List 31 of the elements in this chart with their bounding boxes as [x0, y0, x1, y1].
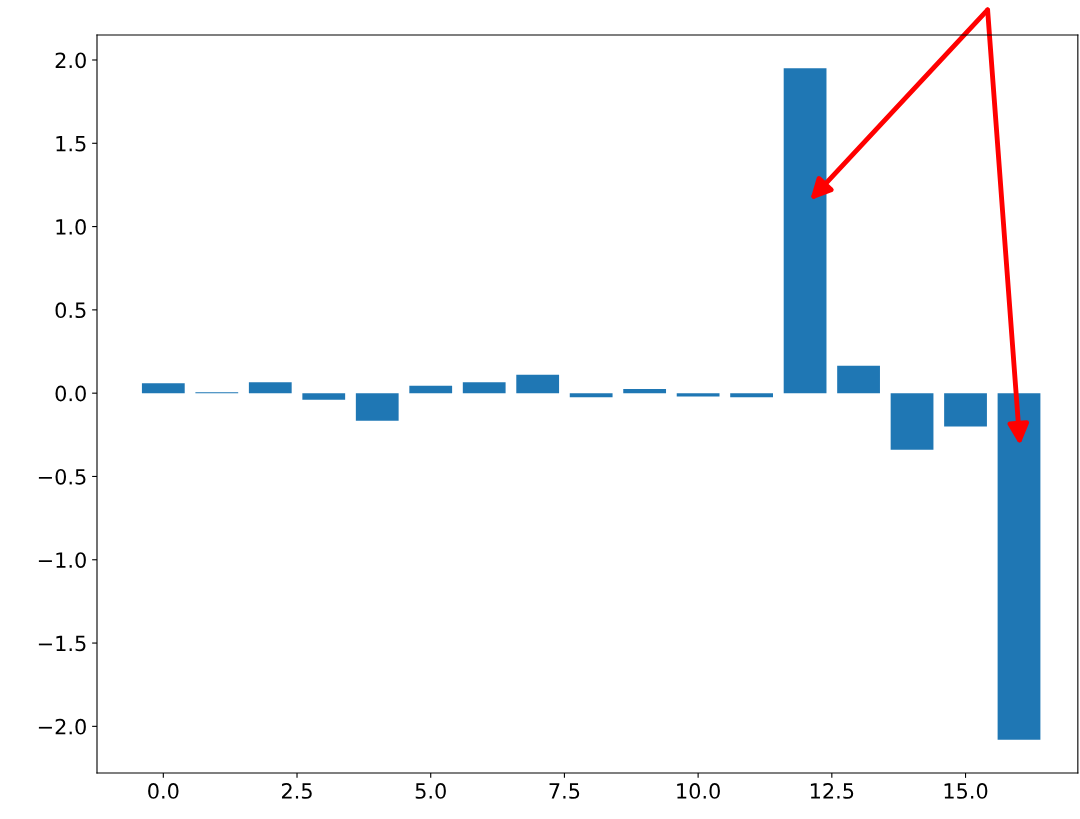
y-tick-label: −1.5 — [38, 635, 86, 652]
bar — [248, 382, 292, 394]
y-tick-label: 0.0 — [55, 385, 86, 402]
bar — [623, 389, 667, 394]
bar — [783, 68, 827, 394]
y-tick-label: −2.0 — [38, 718, 86, 735]
bar — [569, 393, 613, 398]
y-tick-label: −0.5 — [38, 468, 86, 485]
y-tick-label: 2.0 — [55, 52, 86, 69]
bar — [730, 393, 773, 398]
y-tick-label: 1.5 — [56, 136, 86, 152]
bar — [890, 393, 934, 450]
bar — [462, 382, 506, 394]
bar — [141, 383, 185, 394]
x-tick-label: 7.5 — [549, 783, 580, 799]
bar — [355, 393, 399, 421]
y-tick-label: 0.5 — [55, 302, 86, 319]
x-tick-label: 15.0 — [944, 783, 988, 799]
bar — [516, 374, 560, 394]
x-tick-label: 5.0 — [415, 783, 446, 799]
bar — [944, 393, 987, 427]
x-tick-label: 0.0 — [148, 783, 179, 799]
x-tick-label: 12.5 — [810, 783, 854, 799]
x-tick-label: 10.0 — [677, 783, 720, 799]
bar — [302, 393, 346, 400]
y-tick-label: 1.0 — [56, 219, 86, 235]
bar — [676, 393, 720, 397]
bar — [409, 385, 453, 394]
x-tick-label: 2.5 — [281, 783, 312, 799]
y-tick-label: −1.0 — [38, 552, 86, 568]
bar — [837, 365, 880, 394]
